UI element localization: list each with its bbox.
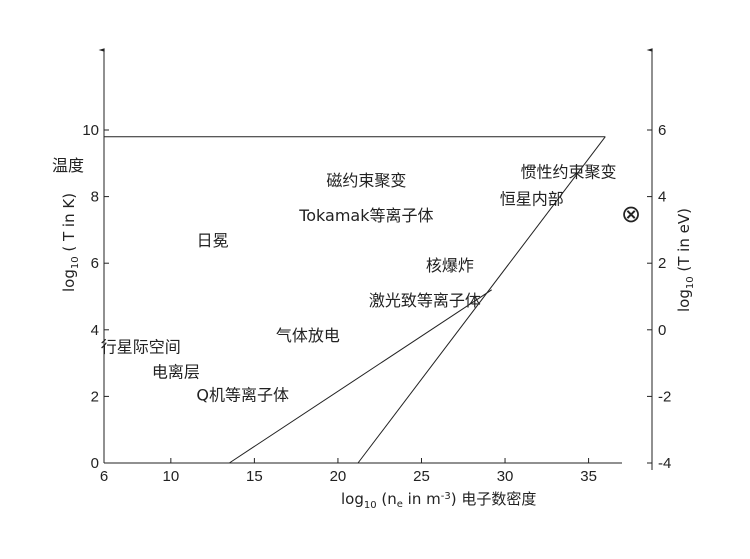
y-left-tick-label: 8 — [91, 189, 99, 206]
boundary-line-2 — [229, 289, 492, 464]
y-right-tick-label: -2 — [658, 388, 671, 405]
y-left-ticks: 0 2 4 6 8 10 — [82, 122, 109, 472]
region-label: 恒星内部 — [500, 189, 564, 208]
y-right-ticks: -4 -2 0 2 4 6 — [647, 122, 671, 472]
x-tick-label: 15 — [246, 468, 263, 485]
y-right-tick-label: -4 — [658, 455, 671, 472]
circled-x-icon: ⊗ — [621, 200, 641, 228]
y-left-tick-label: 2 — [91, 388, 99, 405]
y-left-title: 温度 — [52, 156, 84, 175]
boundary-line-3 — [357, 136, 606, 464]
y-left-tick-label: 6 — [91, 255, 99, 272]
y-right-tick-label: 4 — [658, 189, 666, 206]
y-left-tick-label: 4 — [91, 322, 99, 339]
x-tick-label: 30 — [497, 468, 514, 485]
region-label: Tokamak等离子体 — [298, 206, 433, 225]
x-tick-label: 6 — [100, 468, 108, 485]
x-axis-label: log10 (ne in m-3) 电子数密度 — [341, 490, 536, 511]
region-label: 激光致等离子体 — [369, 291, 481, 310]
region-label: 电离层 — [152, 362, 200, 381]
x-tick-label: 20 — [330, 468, 347, 485]
region-label: 磁约束聚变 — [326, 171, 406, 190]
y-left-tick-label: 10 — [82, 122, 99, 139]
y-right-tick-label: 6 — [658, 122, 666, 139]
region-label: 核爆炸 — [426, 256, 474, 275]
region-label: 惯性约束聚变 — [521, 163, 617, 182]
x-tick-label: 25 — [413, 468, 430, 485]
x-tick-label: 35 — [580, 468, 597, 485]
y-axis-label-right: log10 (T in eV) — [675, 208, 696, 312]
region-label: 行星际空间 — [101, 337, 181, 356]
x-tick-label: 10 — [162, 468, 179, 485]
boundary-lines — [104, 136, 606, 464]
region-label: 气体放电 — [276, 326, 340, 345]
x-ticks: 6 10 15 20 25 30 35 — [100, 458, 597, 485]
y-axis-label-left: log10 ( T in K) — [60, 193, 81, 292]
y-right-tick-label: 2 — [658, 255, 666, 272]
y-left-tick-label: 0 — [91, 455, 99, 472]
region-label: 日冕 — [197, 231, 229, 250]
y-right-tick-label: 0 — [658, 322, 666, 339]
region-label: Q机等离子体 — [196, 386, 289, 405]
